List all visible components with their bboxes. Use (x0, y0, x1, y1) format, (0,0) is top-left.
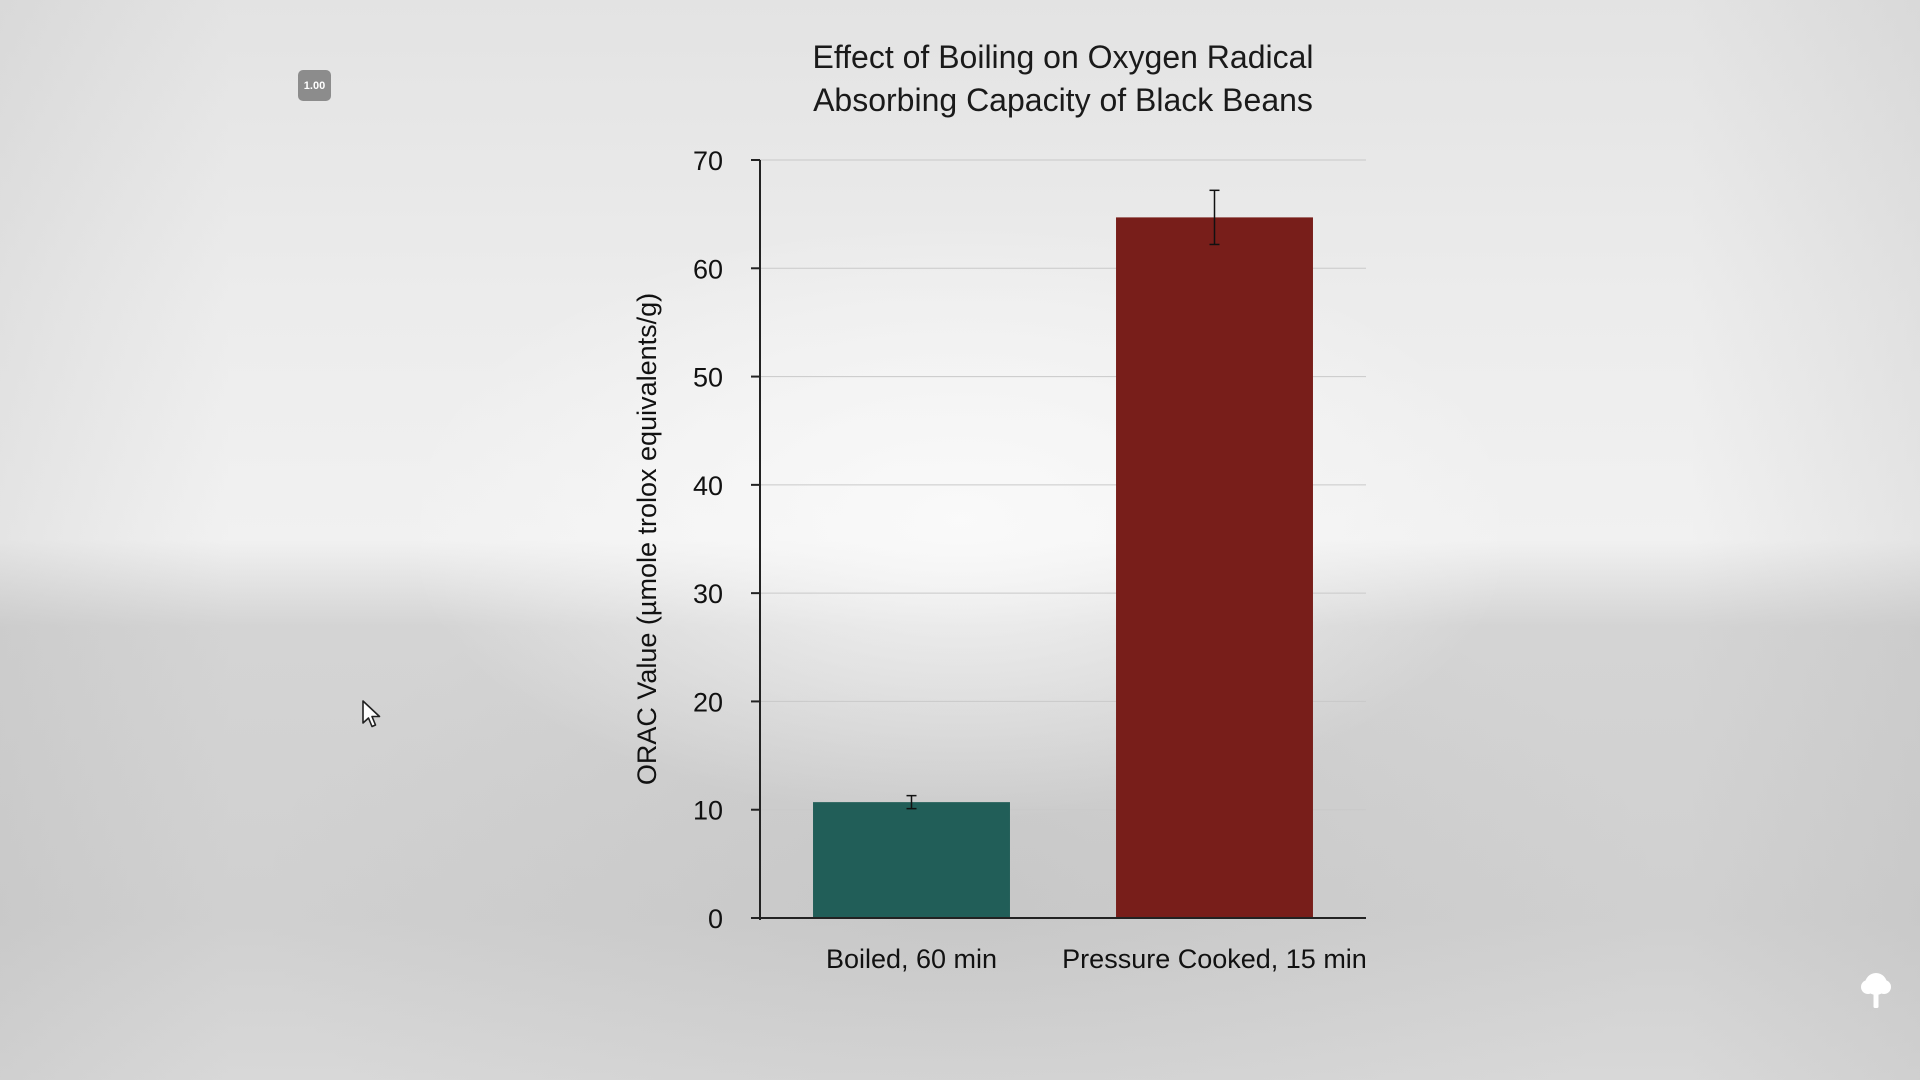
chart-title-line-1: Effect of Boiling on Oxygen Radical (812, 39, 1313, 75)
y-tick-label: 70 (693, 146, 723, 176)
tree-logo-icon (1861, 973, 1891, 1008)
y-tick-label: 0 (708, 904, 723, 934)
y-tick-label: 50 (693, 363, 723, 393)
y-tick-label: 60 (693, 254, 723, 284)
y-ticks: 0 10 20 30 40 50 60 70 (693, 146, 760, 934)
y-tick-label: 10 (693, 796, 723, 826)
bar-pressure-cooked (1116, 217, 1313, 919)
y-tick-label: 40 (693, 471, 723, 501)
y-axis-label: ORAC Value (µmole trolox equivalents/g) (632, 293, 662, 785)
bar-boiled (813, 802, 1010, 918)
error-bars (906, 189, 1220, 810)
chart-title-line-2: Absorbing Capacity of Black Beans (813, 82, 1313, 118)
zoom-badge[interactable]: 1.00 (298, 70, 331, 101)
y-tick-label: 30 (693, 579, 723, 609)
x-category-label: Boiled, 60 min (826, 944, 997, 974)
bars (813, 217, 1313, 919)
x-category-labels: Boiled, 60 min Pressure Cooked, 15 min (826, 944, 1367, 974)
x-category-label: Pressure Cooked, 15 min (1062, 944, 1367, 974)
y-tick-label: 20 (693, 687, 723, 717)
mouse-pointer-icon (362, 700, 381, 728)
